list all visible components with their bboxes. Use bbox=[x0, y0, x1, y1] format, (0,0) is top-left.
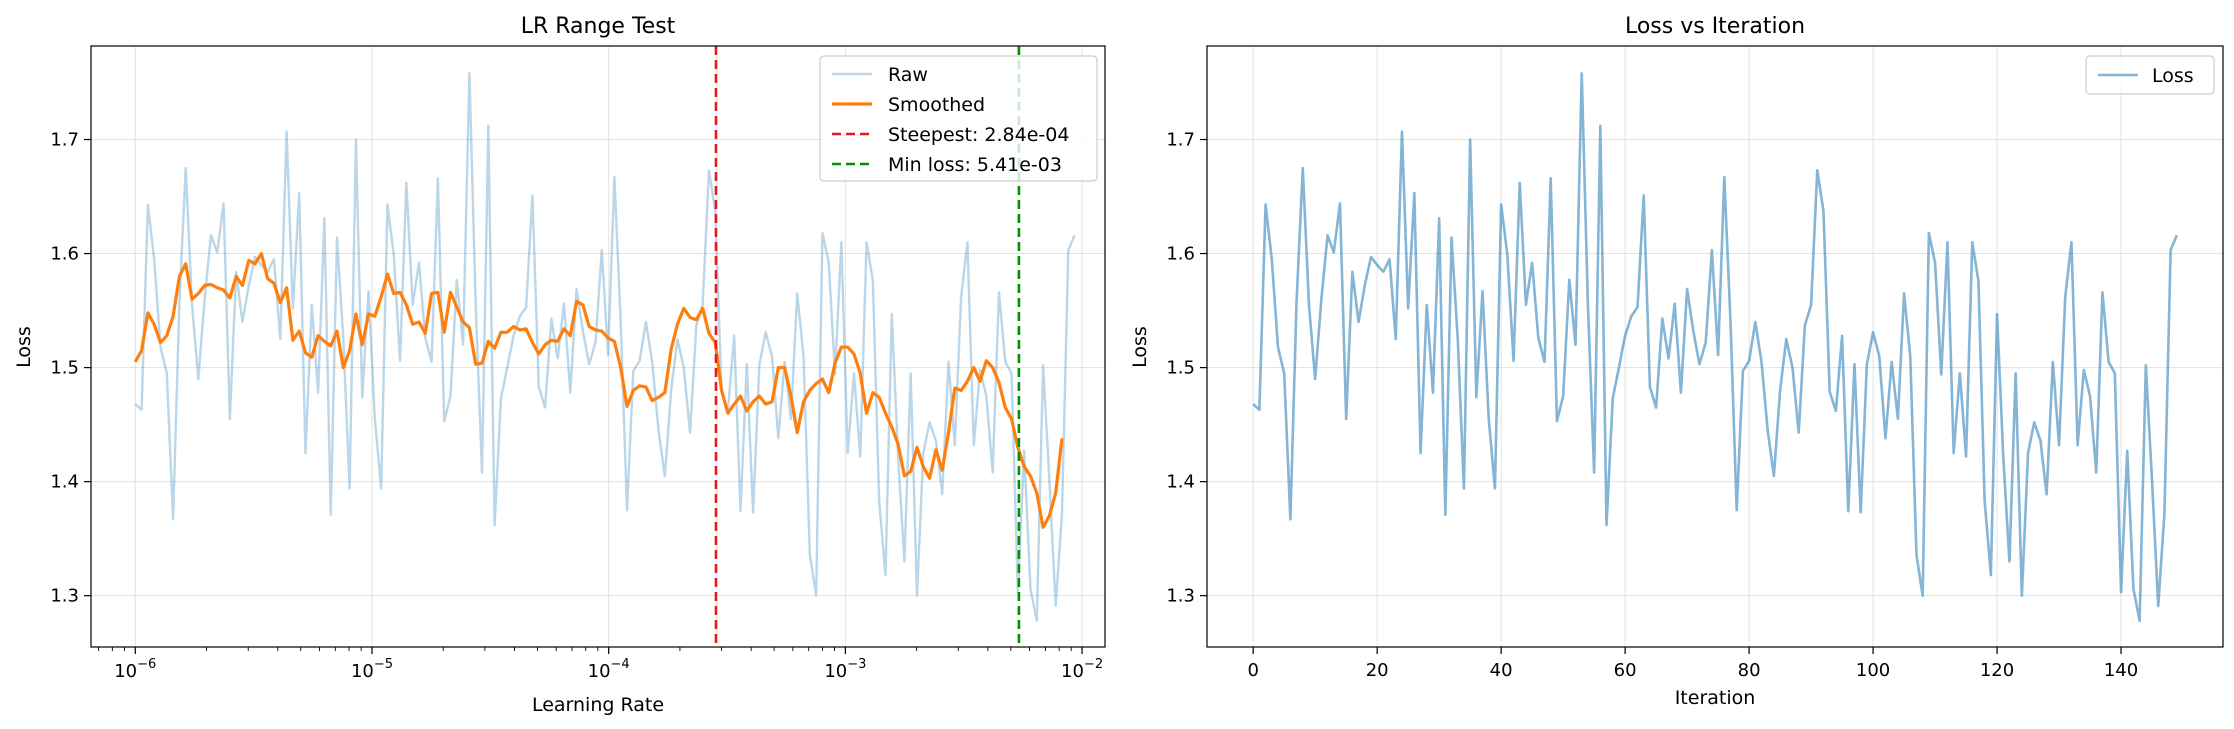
iter-x-tick-label: 60 bbox=[1614, 660, 1637, 681]
iter-grid bbox=[1207, 46, 2223, 647]
lr-x-tick-label: 10−6 bbox=[114, 657, 156, 682]
lr-x-axis-label: Learning Rate bbox=[532, 694, 664, 716]
legend-smoothed-label: Smoothed bbox=[888, 94, 985, 116]
lr-legend: Raw Smoothed Steepest: 2.84e-04 Min loss: 5… bbox=[819, 55, 1098, 182]
legend-loss-label: Loss bbox=[2152, 65, 2194, 87]
smoothed-loss-line bbox=[133, 251, 1064, 529]
lr-x-tick-label: 10−3 bbox=[824, 657, 866, 682]
iter-x-tick-label: 40 bbox=[1490, 660, 1513, 681]
lr-y-tick-label: 1.3 bbox=[50, 586, 79, 607]
iter-x-tick-label: 100 bbox=[1856, 660, 1890, 681]
lr-legend-box bbox=[819, 55, 1098, 182]
lr-x-tick-label: 10−4 bbox=[588, 657, 630, 682]
iter-legend: Loss bbox=[2085, 55, 2215, 95]
loss-vs-iteration-axes: 0 20 40 60 80 100 120 140 1.3 1.4 1.5 1.6 1.7 Loss v… bbox=[1129, 14, 2224, 709]
iter-y-tick-label: 1.4 bbox=[1166, 472, 1195, 493]
iter-y-tick-label: 1.7 bbox=[1166, 130, 1195, 151]
legend-raw-label: Raw bbox=[888, 64, 928, 86]
iter-x-tick-label: 120 bbox=[1980, 660, 2014, 681]
iter-x-tick-label: 0 bbox=[1247, 660, 1258, 681]
iter-chart-title: Loss vs Iteration bbox=[1625, 14, 1805, 39]
lr-chart-title: LR Range Test bbox=[521, 14, 676, 39]
iter-y-axis-label: Loss bbox=[1129, 326, 1151, 368]
iter-x-tick-label: 80 bbox=[1738, 660, 1761, 681]
lr-y-axis-label: Loss bbox=[13, 326, 35, 368]
lr-ticks: 10−6 10−5 10−4 10−3 10−2 1.3 1.4 1.5 1.6 1.7 bbox=[50, 130, 1103, 682]
lr-y-tick-label: 1.4 bbox=[50, 472, 79, 493]
iter-x-tick-label: 140 bbox=[2104, 660, 2138, 681]
lr-range-test-axes: 10−6 10−5 10−4 10−3 10−2 1.3 1.4 1.5 1.6 1.7 LR R… bbox=[13, 14, 1106, 716]
iter-y-tick-label: 1.6 bbox=[1166, 244, 1195, 265]
lr-y-tick-label: 1.5 bbox=[50, 358, 79, 379]
lr-x-tick-label: 10−5 bbox=[351, 657, 393, 682]
iter-plot-lines bbox=[1252, 72, 2179, 623]
iter-x-tick-label: 20 bbox=[1366, 660, 1389, 681]
iter-y-tick-label: 1.5 bbox=[1166, 358, 1195, 379]
iter-axes-frame bbox=[1206, 45, 2224, 648]
lr-x-tick-label: 10−2 bbox=[1061, 657, 1103, 682]
iter-x-axis-label: Iteration bbox=[1675, 687, 1756, 709]
lr-y-tick-label: 1.6 bbox=[50, 244, 79, 265]
iter-ticks: 0 20 40 60 80 100 120 140 1.3 1.4 1.5 1.6 1.7 bbox=[1166, 130, 2138, 681]
legend-steepest-label: Steepest: 2.84e-04 bbox=[888, 124, 1069, 146]
raw-loss-line bbox=[134, 72, 1076, 622]
iter-legend-box bbox=[2085, 55, 2215, 95]
legend-min-loss-label: Min loss: 5.41e-03 bbox=[888, 154, 1062, 176]
lr-y-tick-label: 1.7 bbox=[50, 130, 79, 151]
iteration-loss-line bbox=[1252, 72, 2179, 623]
iter-y-tick-label: 1.3 bbox=[1166, 586, 1195, 607]
